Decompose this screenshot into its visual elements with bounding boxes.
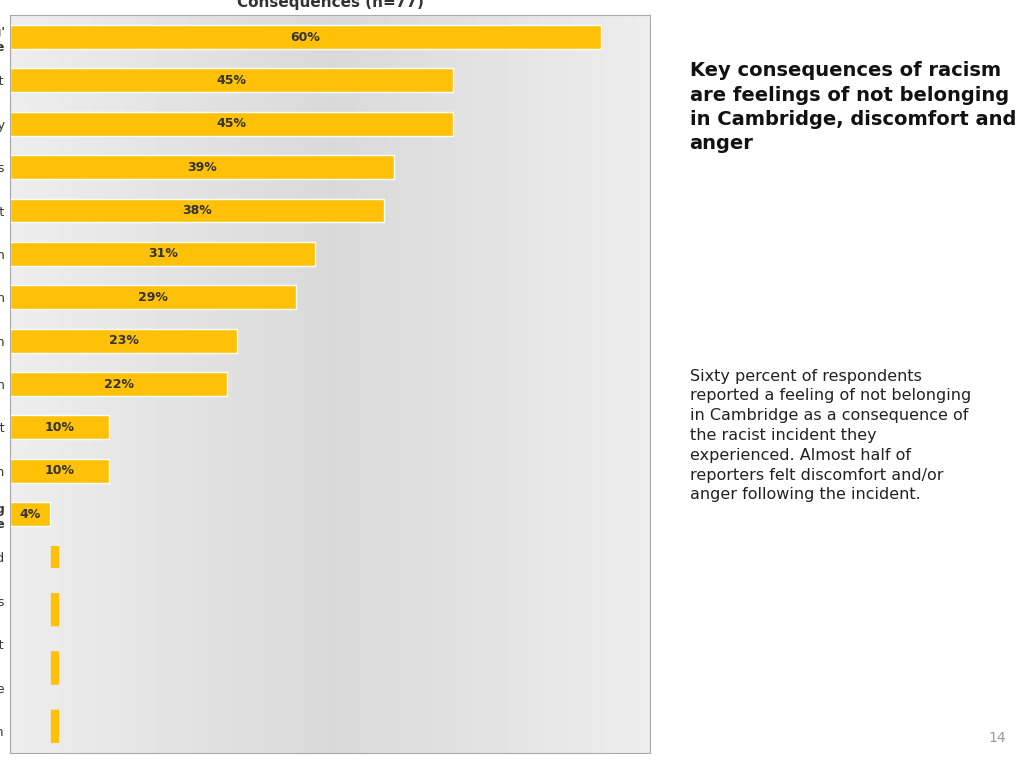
Text: 10%: 10% (44, 464, 75, 477)
Bar (10, 372, 227, 396)
Text: 4%: 4% (19, 508, 41, 521)
Text: 45%: 45% (217, 74, 247, 87)
Text: 38%: 38% (182, 204, 212, 217)
Bar (10, 155, 394, 179)
Bar (10, 458, 109, 482)
Title: Consequences (n=77): Consequences (n=77) (237, 0, 424, 10)
Text: 10%: 10% (44, 421, 75, 434)
Bar (10, 25, 601, 49)
Bar (10, 502, 49, 526)
Bar (10, 68, 454, 92)
Bar (10, 199, 384, 223)
Text: 39%: 39% (187, 161, 217, 174)
Text: Key consequences of racism
are feelings of not belonging
in Cambridge, discomfor: Key consequences of racism are feelings … (689, 61, 1016, 153)
Text: 29%: 29% (138, 291, 168, 304)
Bar (10, 286, 296, 310)
Text: 22%: 22% (103, 378, 133, 390)
Text: 23%: 23% (109, 334, 138, 347)
Bar (10, 329, 237, 353)
Text: 14: 14 (988, 731, 1006, 745)
Bar (10, 112, 454, 136)
Text: 45%: 45% (217, 118, 247, 131)
Bar (10, 242, 315, 266)
Bar (10, 415, 109, 439)
Text: 60%: 60% (291, 31, 321, 44)
Text: 31%: 31% (147, 247, 178, 260)
Text: Sixty percent of respondents
reported a feeling of not belonging
in Cambridge as: Sixty percent of respondents reported a … (689, 369, 971, 502)
